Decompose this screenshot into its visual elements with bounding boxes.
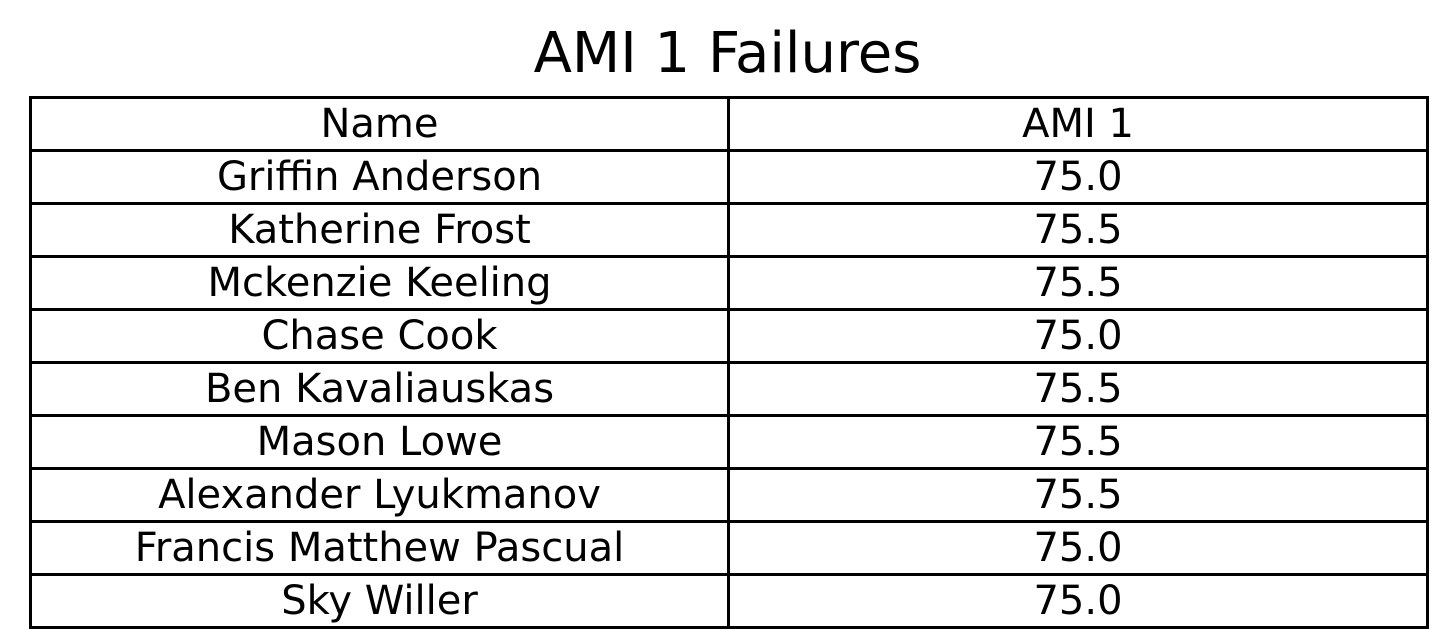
cell-ami-1: 75.5	[727, 414, 1429, 470]
table-row: Griffin Anderson 75.0	[29, 149, 1429, 205]
table-row: Chase Cook 75.0	[29, 308, 1429, 364]
cell-ami-1: 75.0	[727, 573, 1429, 629]
cell-ami-1: 75.0	[727, 149, 1429, 205]
table-row: Alexander Lyukmanov 75.5	[29, 467, 1429, 523]
cell-name: Francis Matthew Pascual	[29, 520, 730, 576]
cell-ami-1: 75.0	[727, 520, 1429, 576]
chart-title: AMI 1 Failures	[533, 21, 922, 86]
cell-name: Ben Kavaliauskas	[29, 361, 730, 417]
cell-ami-1: 75.5	[727, 202, 1429, 258]
cell-name: Mason Lowe	[29, 414, 730, 470]
column-header-ami-1: AMI 1	[727, 96, 1429, 152]
cell-name: Sky Willer	[29, 573, 730, 629]
table-header-row: Name AMI 1	[29, 96, 1429, 152]
cell-name: Alexander Lyukmanov	[29, 467, 730, 523]
cell-ami-1: 75.0	[727, 308, 1429, 364]
cell-ami-1: 75.5	[727, 255, 1429, 311]
table-row: Katherine Frost 75.5	[29, 202, 1429, 258]
cell-name: Mckenzie Keeling	[29, 255, 730, 311]
cell-name: Chase Cook	[29, 308, 730, 364]
column-header-name: Name	[29, 96, 730, 152]
cell-ami-1: 75.5	[727, 467, 1429, 523]
table-row: Francis Matthew Pascual 75.0	[29, 520, 1429, 576]
table-row: Mckenzie Keeling 75.5	[29, 255, 1429, 311]
table-row: Mason Lowe 75.5	[29, 414, 1429, 470]
cell-name: Katherine Frost	[29, 202, 730, 258]
cell-ami-1: 75.5	[727, 361, 1429, 417]
cell-name: Griffin Anderson	[29, 149, 730, 205]
table-row: Sky Willer 75.0	[29, 573, 1429, 629]
table-row: Ben Kavaliauskas 75.5	[29, 361, 1429, 417]
failures-table: Name AMI 1 Griffin Anderson 75.0 Katheri…	[29, 96, 1429, 629]
